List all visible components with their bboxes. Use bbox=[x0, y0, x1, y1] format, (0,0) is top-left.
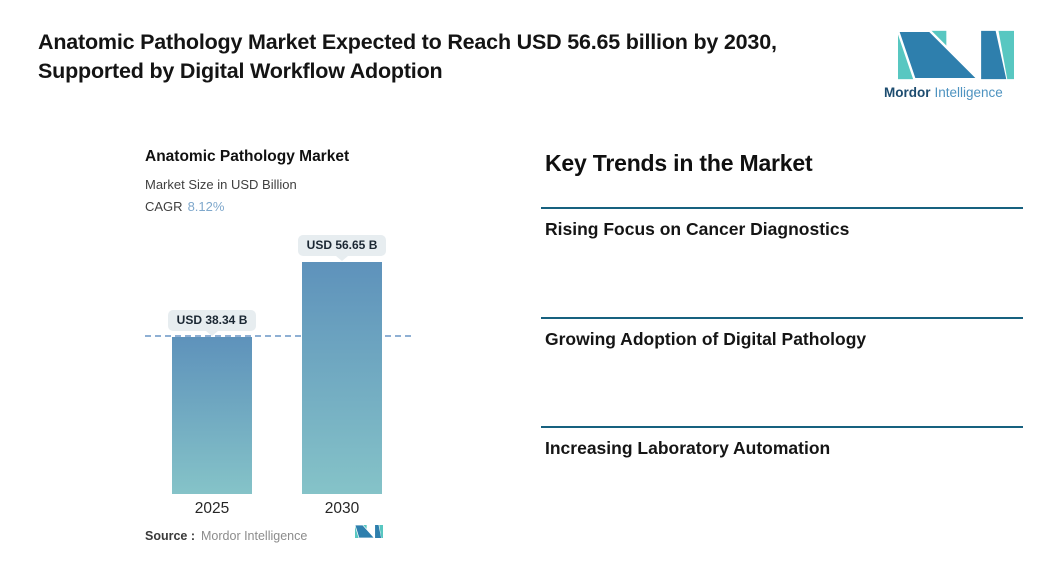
x-axis-label-2025: 2025 bbox=[194, 500, 230, 517]
brand-wordmark: Mordor Intelligence bbox=[884, 85, 1024, 100]
bar-2030 bbox=[302, 262, 382, 494]
trend-item-digital-pathology: Growing Adoption of Digital Pathology bbox=[541, 317, 1023, 350]
key-trends-panel: Key Trends in the Market Rising Focus on… bbox=[541, 148, 1023, 548]
bar-value-callout-2025: USD 38.34 B bbox=[167, 310, 257, 331]
brand-name-primary: Mordor bbox=[884, 85, 931, 100]
bar-group-2030: USD 56.65 B bbox=[297, 227, 387, 494]
brand-name-secondary: Intelligence bbox=[934, 85, 1003, 100]
mordor-intelligence-mini-logo-icon bbox=[355, 525, 383, 538]
x-axis-label-2030: 2030 bbox=[324, 500, 360, 517]
brand-logo: Mordor Intelligence bbox=[884, 30, 1024, 100]
bar-group-2025: USD 38.34 B bbox=[167, 227, 257, 494]
source-attribution: Source : Mordor Intelligence bbox=[145, 529, 307, 543]
baseline-dashed-line bbox=[145, 335, 411, 337]
trend-item-cancer-diagnostics: Rising Focus on Cancer Diagnostics bbox=[541, 207, 1023, 240]
bar-chart-plot: USD 38.34 B USD 56.65 B bbox=[145, 227, 411, 494]
mordor-intelligence-logo-icon bbox=[898, 30, 1014, 80]
chart-subtitle: Market Size in USD Billion bbox=[145, 177, 297, 192]
cagr-row: CAGR 8.12% bbox=[145, 199, 224, 214]
cagr-value: 8.12% bbox=[187, 199, 225, 214]
bar-2025 bbox=[172, 337, 252, 494]
chart-title: Anatomic Pathology Market bbox=[145, 148, 350, 165]
bar-value-label: USD 38.34 B bbox=[176, 313, 248, 327]
page-title: Anatomic Pathology Market Expected to Re… bbox=[38, 30, 777, 83]
source-value: Mordor Intelligence bbox=[201, 529, 308, 543]
trend-item-laboratory-automation: Increasing Laboratory Automation bbox=[541, 426, 1023, 459]
market-size-chart: Anatomic Pathology Market Market Size in… bbox=[145, 148, 415, 558]
bar-value-label: USD 56.65 B bbox=[306, 238, 378, 252]
cagr-label: CAGR bbox=[145, 199, 183, 214]
key-trends-heading: Key Trends in the Market bbox=[545, 150, 813, 176]
source-label: Source : bbox=[145, 529, 196, 543]
bar-value-callout-2030: USD 56.65 B bbox=[297, 235, 387, 256]
